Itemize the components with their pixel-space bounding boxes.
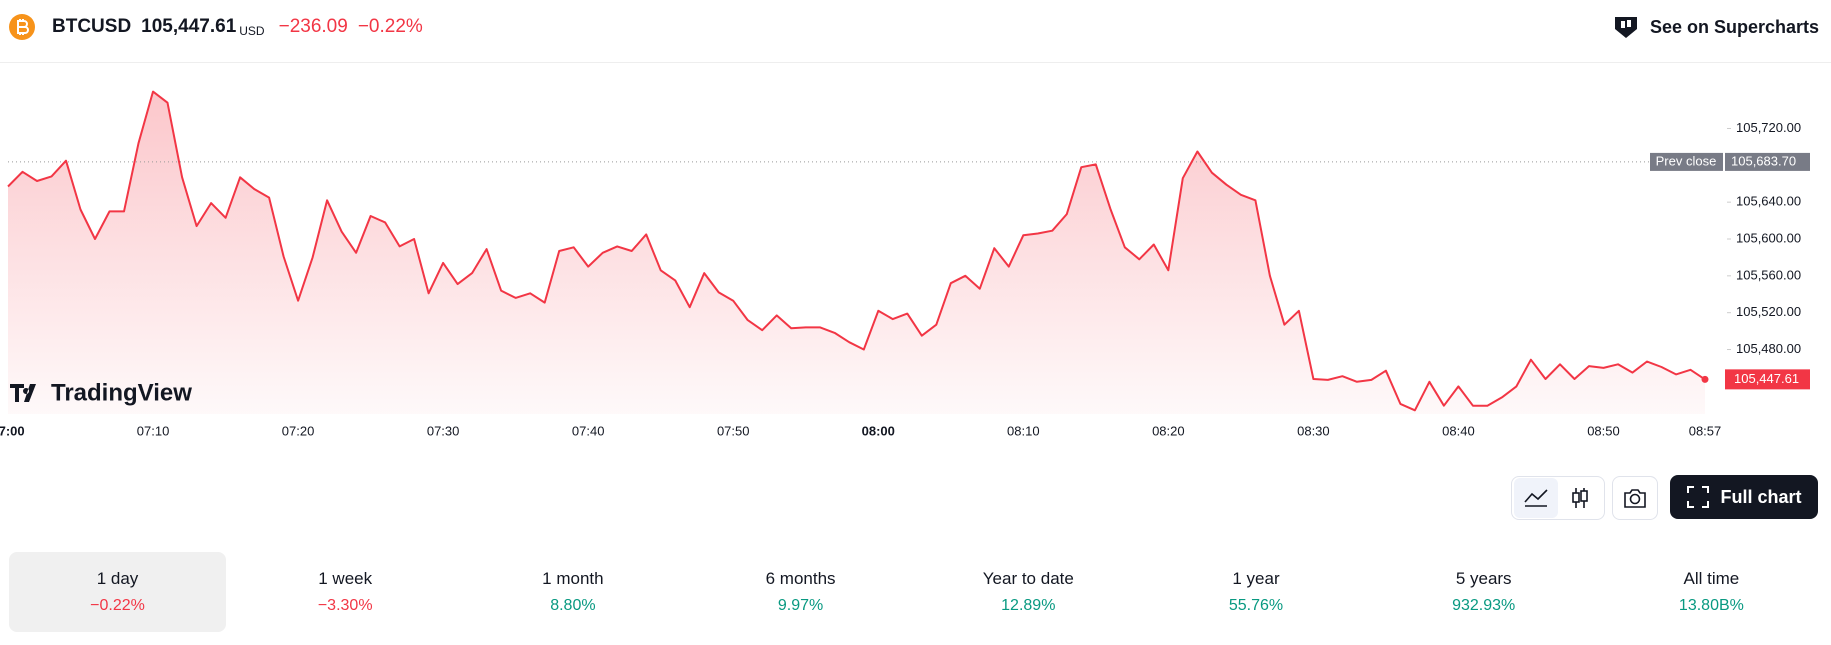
prev-close-name: Prev close bbox=[1656, 153, 1717, 168]
candle-icon bbox=[1572, 488, 1588, 508]
period-label: 5 years bbox=[1455, 569, 1512, 588]
full-chart-button[interactable]: Full chart bbox=[1670, 475, 1818, 519]
period-tab[interactable]: 6 months 9.97% bbox=[692, 552, 909, 632]
change: −236.09 bbox=[278, 16, 348, 37]
area-style-button[interactable] bbox=[1514, 478, 1558, 518]
x-tick-label: 07:00 bbox=[0, 423, 25, 438]
last-price-box bbox=[1725, 369, 1810, 390]
brand-text: TradingView bbox=[51, 379, 192, 406]
period-tab[interactable]: 5 years 932.93% bbox=[1375, 552, 1592, 632]
period-tab[interactable]: Year to date 12.89% bbox=[920, 552, 1137, 632]
period-change: 8.80% bbox=[550, 597, 596, 614]
period-change: 55.76% bbox=[1228, 597, 1284, 614]
x-tick-label: 08:50 bbox=[1587, 423, 1620, 438]
period-label: 1 year bbox=[1232, 569, 1280, 588]
x-tick-label: 07:20 bbox=[282, 423, 315, 438]
chart: TradingView 105,480.00 105,520.00 105,560.… bbox=[0, 90, 1810, 438]
snapshot-button[interactable] bbox=[1612, 476, 1658, 520]
x-tick-label: 08:30 bbox=[1297, 423, 1330, 438]
y-tick-label: 105,600.00 bbox=[1736, 230, 1801, 245]
separator bbox=[0, 62, 1831, 63]
period-label: All time bbox=[1683, 569, 1740, 588]
price-line bbox=[7, 90, 1706, 412]
prev-close-label-box bbox=[1725, 152, 1810, 171]
period-change: 13.80B% bbox=[1678, 597, 1744, 614]
y-tick-label: 105,480.00 bbox=[1736, 341, 1801, 356]
period-tab[interactable]: 1 week −3.30% bbox=[237, 552, 454, 632]
y-tick-label: 105,520.00 bbox=[1736, 304, 1801, 319]
header: BTCUSD 105,447.61 USD −236.09 −0.22% bbox=[8, 10, 423, 44]
x-tick-label: 08:10 bbox=[1007, 423, 1040, 438]
x-tick-label: 07:50 bbox=[717, 423, 750, 438]
change-pct: −0.22% bbox=[357, 16, 423, 37]
period-tab[interactable]: 1 year 55.76% bbox=[1148, 552, 1365, 632]
period-change: 932.93% bbox=[1452, 597, 1516, 614]
period-change: 12.89% bbox=[1001, 597, 1056, 614]
supercharts-icon bbox=[1614, 17, 1637, 38]
supercharts-text: See on Supercharts bbox=[1649, 16, 1819, 37]
supercharts-link[interactable]: See on Supercharts bbox=[1612, 14, 1819, 40]
period-tab[interactable]: All time 13.80B% bbox=[1603, 552, 1820, 632]
x-tick-label: 08:57 bbox=[1689, 423, 1722, 438]
period-label: 1 week bbox=[318, 569, 373, 588]
period-tab[interactable]: 1 day −0.22% bbox=[9, 552, 226, 632]
chart-type-toggle bbox=[1511, 476, 1605, 520]
full-chart-text: Full chart bbox=[1720, 486, 1802, 507]
fullscreen-icon bbox=[1687, 486, 1710, 508]
period-change: −3.30% bbox=[317, 597, 373, 614]
y-tick-label: 105,640.00 bbox=[1736, 194, 1801, 209]
period-tab[interactable]: 1 month 8.80% bbox=[464, 552, 681, 632]
price: 105,447.61 bbox=[141, 16, 237, 37]
camera-icon bbox=[1624, 489, 1646, 508]
brand-logo: TradingView bbox=[10, 379, 192, 406]
area-icon bbox=[1524, 489, 1548, 507]
prev-close-name-box bbox=[1650, 152, 1723, 171]
period-label: 1 month bbox=[542, 569, 604, 588]
period-label: 1 day bbox=[96, 569, 139, 588]
prev-close-label: 105,683.70 bbox=[1731, 153, 1796, 168]
x-tick-label: 07:40 bbox=[572, 423, 605, 438]
x-tick-label: 08:00 bbox=[862, 423, 895, 438]
x-tick-label: 08:40 bbox=[1442, 423, 1475, 438]
period-change: −0.22% bbox=[90, 597, 145, 614]
period-change: 9.97% bbox=[777, 597, 824, 614]
last-price-label: 105,447.61 bbox=[1734, 371, 1799, 386]
x-tick-label: 07:30 bbox=[427, 423, 460, 438]
symbol: BTCUSD bbox=[52, 16, 132, 37]
btc-icon bbox=[9, 14, 35, 40]
last-point bbox=[1701, 375, 1709, 383]
period-label: Year to date bbox=[982, 569, 1074, 588]
x-tick-label: 08:20 bbox=[1152, 423, 1185, 438]
currency: USD bbox=[239, 24, 265, 38]
area-fill bbox=[8, 91, 1705, 414]
period-label: 6 months bbox=[765, 569, 836, 588]
y-tick-label: 105,560.00 bbox=[1736, 267, 1801, 282]
x-tick-label: 07:10 bbox=[137, 423, 170, 438]
y-tick-label: 105,720.00 bbox=[1736, 120, 1801, 135]
candle-style-button[interactable] bbox=[1558, 478, 1602, 518]
